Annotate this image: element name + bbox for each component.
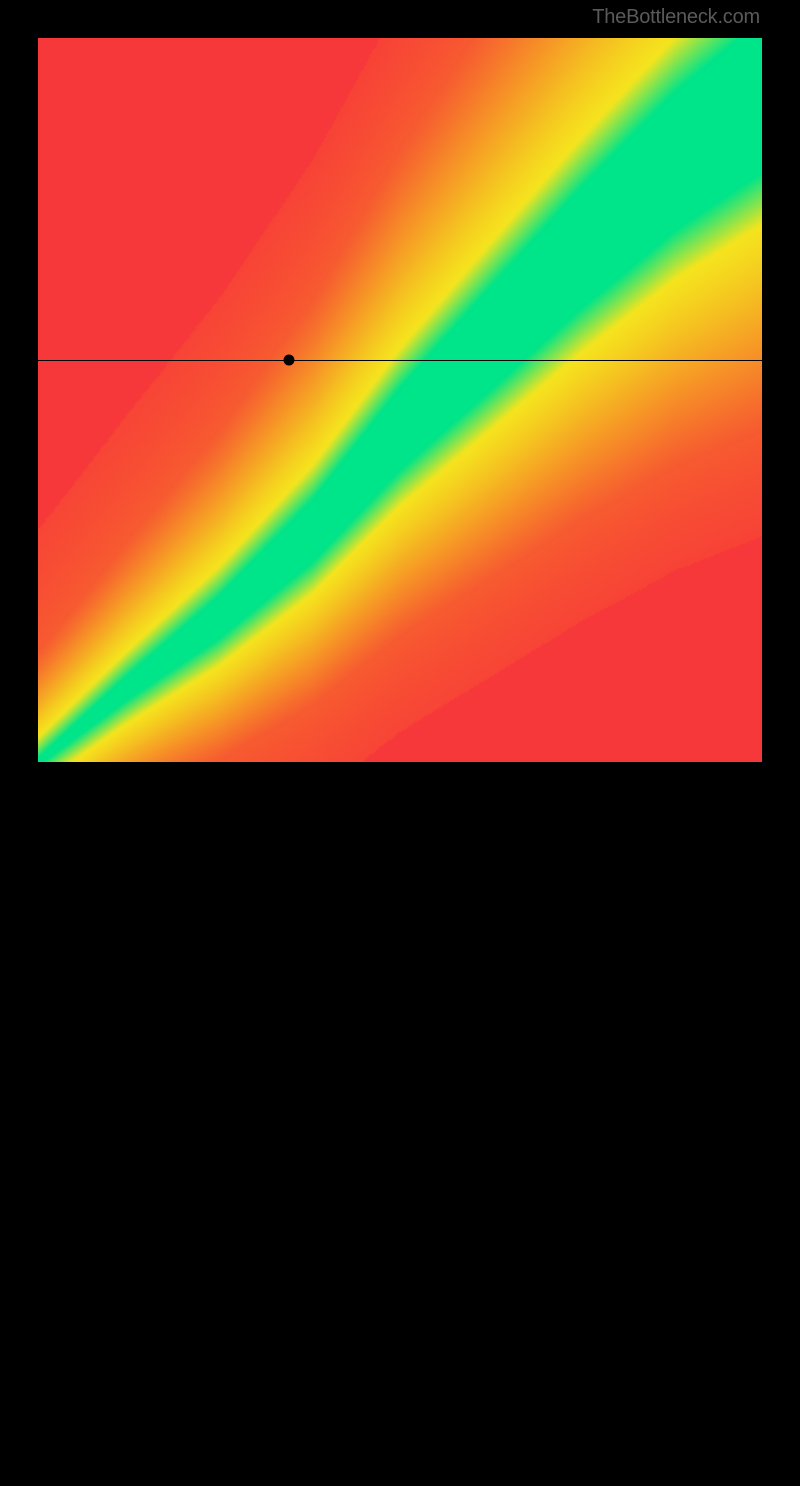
- attribution-text: TheBottleneck.com: [592, 6, 760, 29]
- bottleneck-heatmap: [38, 38, 762, 762]
- crosshair-vertical: [289, 762, 290, 1486]
- heatmap-canvas: [38, 38, 762, 762]
